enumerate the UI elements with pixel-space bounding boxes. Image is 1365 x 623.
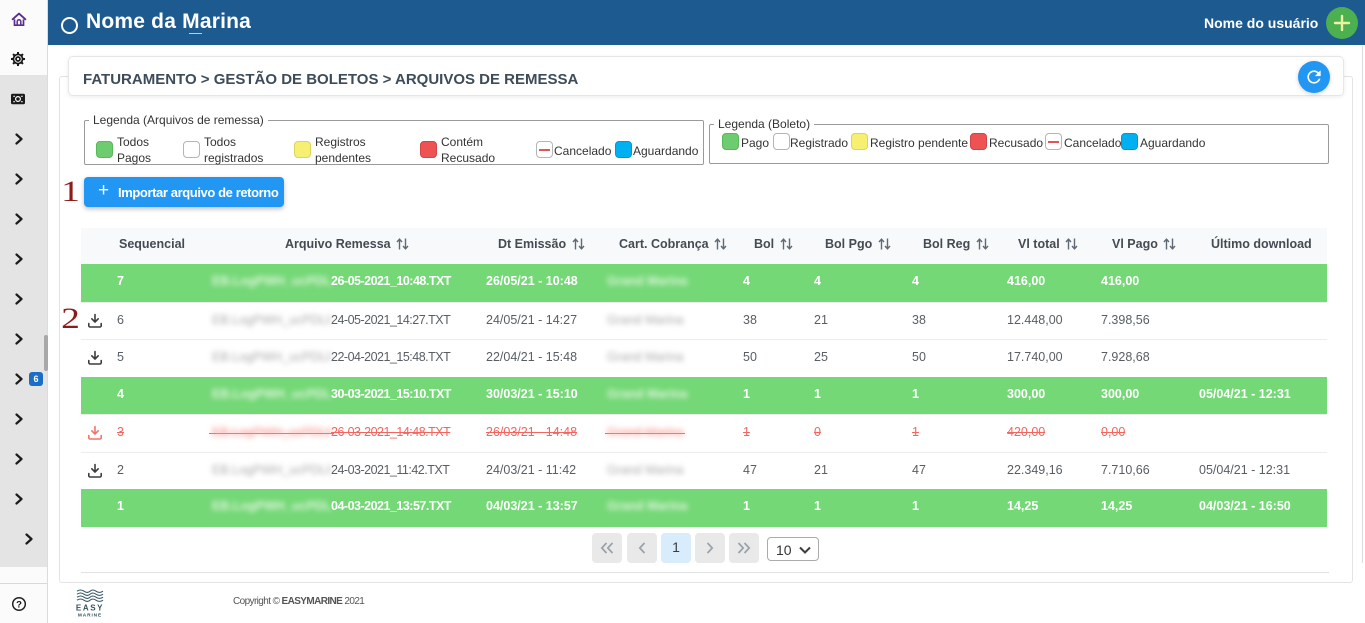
svg-text:EASY: EASY: [76, 604, 104, 613]
svg-text:MARINE: MARINE: [78, 613, 102, 619]
svg-text:?: ?: [16, 599, 22, 610]
